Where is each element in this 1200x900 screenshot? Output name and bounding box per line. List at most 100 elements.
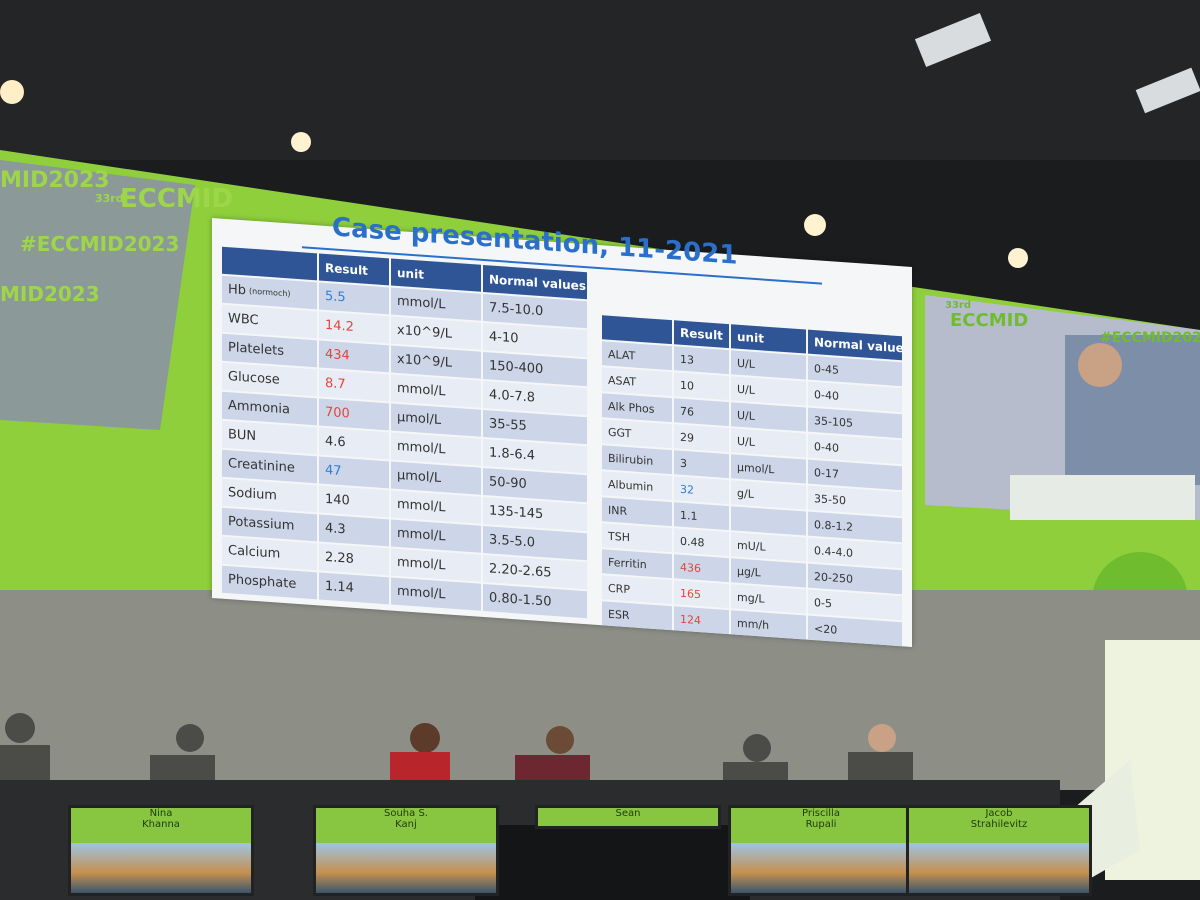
test-label: Albumin (608, 477, 654, 494)
result-cell: 1.1 (674, 502, 729, 531)
ceiling-light (1008, 248, 1028, 268)
slide: Case presentation, 11-2021 Result unit Nor… (212, 212, 912, 647)
unit-cell: x10^9/L (391, 316, 481, 350)
unit-cell: µmol/L (731, 454, 806, 484)
unit-cell: µmol/L (391, 403, 481, 437)
header-cell: Normal values (808, 329, 902, 361)
header-cell: unit (731, 324, 806, 354)
result-cell: 436 (674, 554, 729, 583)
test-label: Calcium (228, 543, 281, 562)
left-table: Result unit Normal values Hb (normoch) 5.5 mmo… (222, 246, 587, 619)
test-label: ASAT (608, 373, 637, 389)
speaker-head (1078, 343, 1122, 387)
nameplate-first: Jacob (985, 808, 1013, 819)
test-name: BUN (222, 420, 317, 455)
result-cell: 140 (319, 485, 389, 518)
nameplate: Jacob Strahilevitz (906, 805, 1092, 896)
nameplate-last: Strahilevitz (970, 819, 1028, 830)
test-label: Glucose (228, 369, 280, 388)
test-name: Calcium (222, 536, 317, 571)
unit-cell: U/L (731, 428, 806, 458)
unit-cell: mmol/L (391, 519, 481, 553)
test-name: Ferritin (602, 549, 672, 579)
normal-cell: 20-250 (808, 563, 902, 595)
unit-cell: U/L (731, 402, 806, 432)
test-label: Ferritin (608, 555, 647, 571)
lectern (1010, 475, 1195, 520)
nameplate-last: Khanna (142, 819, 180, 830)
result-cell: 14.2 (319, 311, 389, 344)
test-name: Albumin (602, 471, 672, 501)
result-cell: 2.28 (319, 543, 389, 576)
unit-cell: U/L (731, 376, 806, 406)
normal-cell: 0-45 (808, 355, 902, 387)
unit-cell: U/L (731, 350, 806, 380)
result-cell: 124 (674, 606, 729, 635)
test-label: WBC (228, 311, 259, 329)
test-name: Platelets (222, 333, 317, 368)
branding-text: 33rd (945, 300, 972, 311)
test-name: CRP (602, 575, 672, 605)
test-label: Sodium (228, 485, 277, 504)
result-cell: 3 (674, 450, 729, 479)
nameplate-picture (731, 843, 911, 893)
unit-cell: mmol/L (391, 432, 481, 466)
right-table: Result unit Normal values ALAT 13 U/L 0-45 ASAT… (602, 315, 902, 647)
test-label: Platelets (228, 340, 284, 360)
unit-cell: mmol/L (391, 374, 481, 408)
result-cell: 32 (674, 476, 729, 505)
test-name: ESR (602, 601, 672, 631)
result-cell: 700 (319, 398, 389, 431)
header-cell (602, 315, 672, 345)
normal-cell: 0.8-1.2 (808, 511, 902, 543)
result-cell: 76 (674, 398, 729, 427)
test-name: Bilirubin (602, 445, 672, 475)
test-name: Phosphate (222, 565, 317, 600)
test-label: BUN (228, 427, 257, 445)
unit-cell (731, 506, 806, 536)
branding-text: MID2023 (0, 282, 100, 306)
ceiling-panel (1135, 67, 1200, 114)
unit-cell: µmol/L (391, 461, 481, 495)
nameplate-picture (316, 843, 496, 893)
nameplate-picture (909, 843, 1089, 893)
ceiling-light (0, 80, 24, 104)
branding-text: ECCMID (120, 184, 234, 214)
test-label: Bilirubin (608, 451, 654, 468)
unit-cell: mmol/L (391, 577, 481, 611)
unit-cell: mmol/L (391, 490, 481, 524)
unit-cell: mm/h (731, 610, 806, 640)
result-cell: 10 (674, 372, 729, 401)
test-name: Ammonia (222, 391, 317, 426)
result-cell: 1.14 (319, 572, 389, 605)
nameplate-last: Kanj (395, 819, 417, 830)
test-note: (normoch) (249, 286, 291, 299)
result-cell: 0.48 (674, 528, 729, 557)
test-label: Phosphate (228, 572, 297, 592)
test-name: Sodium (222, 478, 317, 513)
test-label: ALAT (608, 347, 636, 363)
test-name: WBC (222, 304, 317, 339)
unit-cell: mg/L (731, 584, 806, 614)
result-cell: 29 (674, 424, 729, 453)
normal-cell: 0-40 (808, 381, 902, 413)
branding-text: MID2023 (0, 168, 110, 193)
nameplate-first: Sean (615, 808, 641, 819)
unit-cell: g/L (731, 480, 806, 510)
test-label: INR (608, 503, 628, 518)
result-cell: 13 (674, 346, 729, 375)
nameplate-last: Rupali (805, 819, 837, 830)
ceiling-light (291, 132, 311, 152)
result-cell: 8.7 (319, 369, 389, 402)
side-video (0, 160, 195, 430)
unit-cell: µg/L (731, 558, 806, 588)
test-name: ALAT (602, 341, 672, 371)
test-name: ASAT (602, 367, 672, 397)
nameplate-first: Nina (149, 808, 173, 819)
header-cell: Result (674, 320, 729, 349)
unit-cell: mmol/L (391, 287, 481, 321)
unit-cell: mU/L (731, 532, 806, 562)
header-cell (222, 246, 317, 281)
test-label: CRP (608, 581, 630, 596)
